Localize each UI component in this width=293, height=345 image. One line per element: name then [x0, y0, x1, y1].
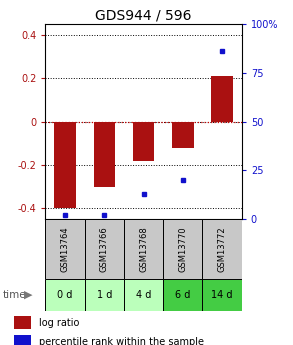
Text: 6 d: 6 d [175, 290, 190, 300]
Text: 14 d: 14 d [211, 290, 233, 300]
Bar [14, 335, 31, 345]
Bar [124, 219, 163, 279]
Bar [202, 219, 242, 279]
Bar [14, 316, 31, 329]
Text: GSM13772: GSM13772 [218, 226, 226, 272]
Bar [172, 122, 194, 148]
Bar [124, 279, 163, 311]
Bar [45, 279, 85, 311]
Text: GSM13768: GSM13768 [139, 226, 148, 272]
Bar [202, 279, 242, 311]
Bar [45, 219, 85, 279]
Text: ▶: ▶ [23, 290, 32, 300]
Title: GDS944 / 596: GDS944 / 596 [95, 9, 192, 23]
Bar [93, 122, 115, 187]
Text: time: time [3, 290, 27, 300]
Bar [163, 279, 202, 311]
Text: percentile rank within the sample: percentile rank within the sample [39, 337, 204, 345]
Bar [211, 76, 233, 122]
Text: log ratio: log ratio [39, 318, 79, 328]
Text: 0 d: 0 d [57, 290, 73, 300]
Text: GSM13764: GSM13764 [61, 226, 69, 272]
Bar [163, 219, 202, 279]
Text: GSM13766: GSM13766 [100, 226, 109, 272]
Text: 1 d: 1 d [97, 290, 112, 300]
Bar [54, 122, 76, 208]
Text: 4 d: 4 d [136, 290, 151, 300]
Bar [85, 219, 124, 279]
Text: GSM13770: GSM13770 [178, 226, 187, 272]
Bar [85, 279, 124, 311]
Bar [133, 122, 154, 161]
